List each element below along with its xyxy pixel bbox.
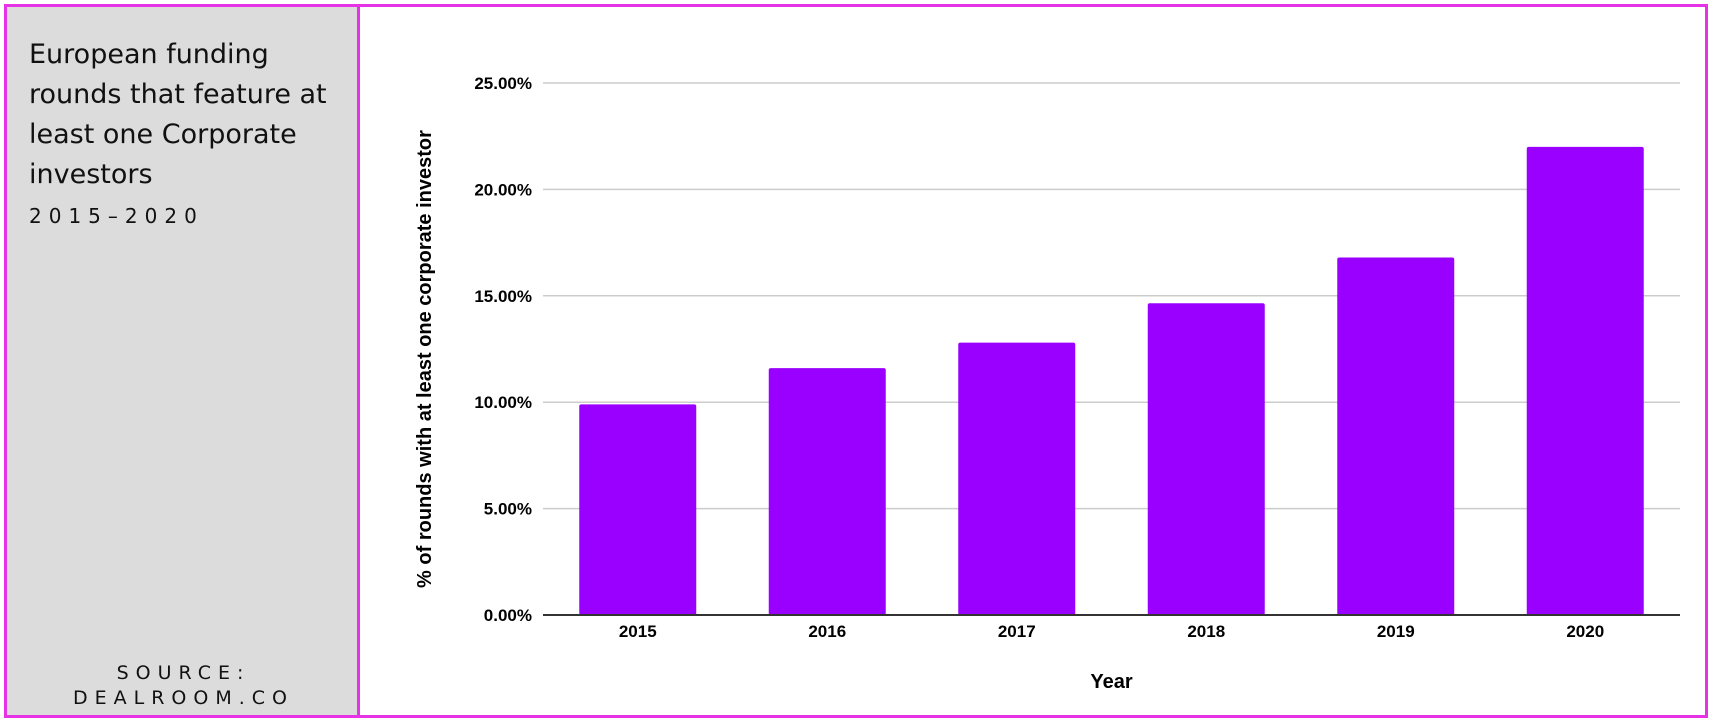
y-tick-label: 15.00% [474,287,532,306]
source-name: DEALROOM.CO [73,687,294,709]
x-tick-label: 2015 [619,622,657,641]
y-axis-title: % of rounds with at least one corporate … [414,130,436,588]
source-label: SOURCE: [116,662,251,684]
y-axis-ticks: 0.00% 5.00% 10.00% 15.00% 20.00% 25.00% [474,74,532,625]
bar-2019 [1337,257,1455,615]
y-tick-label: 5.00% [484,500,532,519]
y-tick-label: 25.00% [474,74,532,93]
x-tick-label: 2018 [1187,622,1225,641]
sidebar-panel: European funding rounds that feature at … [7,7,360,715]
gridlines [543,82,1680,510]
x-tick-label: 2019 [1377,622,1415,641]
y-tick-label: 10.00% [474,393,532,412]
x-tick-label: 2016 [808,622,846,641]
x-axis-title: Year [1090,671,1132,693]
bar-2020 [1526,146,1644,615]
bar-2018 [1147,303,1265,615]
outer-frame [4,4,1708,718]
x-axis-ticks: 2015 2016 2017 2018 2019 2020 [619,622,1604,641]
bars [579,146,1644,615]
y-tick-label: 20.00% [474,180,532,199]
source-credit: SOURCE: DEALROOM.CO [7,661,360,711]
chart-title: European funding rounds that feature at … [29,39,327,190]
x-tick-label: 2017 [998,622,1036,641]
y-tick-label: 0.00% [484,606,532,625]
date-range-subtitle: 2015–2020 [29,204,204,228]
bar-2017 [958,342,1076,615]
x-tick-label: 2020 [1566,622,1604,641]
bar-2015 [579,404,697,615]
bar-2016 [768,368,886,615]
